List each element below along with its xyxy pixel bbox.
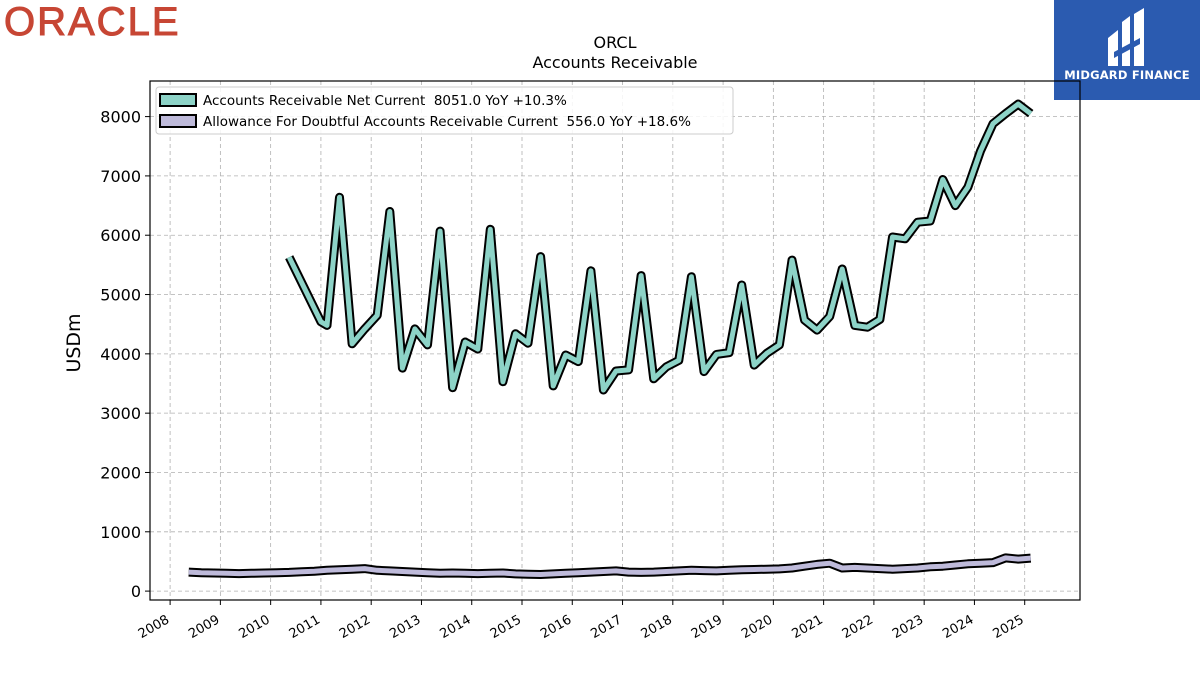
series-line-allowance bbox=[188, 555, 1031, 577]
y-tick-label: 1000 bbox=[100, 523, 141, 542]
x-tick-label: 2011 bbox=[287, 612, 323, 642]
grid bbox=[150, 81, 1080, 600]
x-tick-label: 2023 bbox=[890, 612, 926, 642]
midgard-finance-name: MIDGARD FINANCE bbox=[1064, 68, 1190, 82]
y-tick-label: 5000 bbox=[100, 286, 141, 305]
x-tick-label: 2009 bbox=[186, 612, 222, 642]
y-tick-label: 6000 bbox=[100, 226, 141, 245]
x-tick-label: 2025 bbox=[991, 612, 1027, 642]
midgard-mark-icon bbox=[1108, 8, 1144, 66]
x-tick-label: 2022 bbox=[840, 612, 876, 642]
x-tick-label: 2014 bbox=[438, 612, 474, 642]
chart-subtitle: Accounts Receivable bbox=[532, 53, 697, 72]
legend: Accounts Receivable Net Current 8051.0 Y… bbox=[155, 86, 734, 135]
x-tick-label: 2018 bbox=[639, 612, 675, 642]
x-tick-label: 2019 bbox=[689, 612, 725, 642]
oracle-logo: ORACLE bbox=[4, 0, 181, 44]
y-tick-label: 7000 bbox=[100, 167, 141, 186]
legend-label-allowance: Allowance For Doubtful Accounts Receivab… bbox=[203, 114, 691, 130]
y-tick-label: 2000 bbox=[100, 463, 141, 482]
series-line-receivable bbox=[286, 101, 1033, 393]
y-axis-label: USDm bbox=[63, 313, 85, 372]
x-tick-label: 2021 bbox=[789, 612, 825, 642]
legend-swatch-receivable bbox=[159, 93, 197, 107]
y-tick-label: 8000 bbox=[100, 108, 141, 127]
x-tick-label: 2020 bbox=[739, 612, 775, 642]
y-tick-label: 3000 bbox=[100, 404, 141, 423]
chart-title: ORCL bbox=[594, 33, 637, 52]
x-tick-label: 2016 bbox=[538, 612, 574, 642]
x-axis: 2008 2009 2010 2011 2012 2013 2014 2015 2016 2017… bbox=[136, 600, 1027, 642]
x-tick-label: 2024 bbox=[940, 612, 976, 642]
legend-swatch-allowance bbox=[159, 114, 197, 128]
legend-box bbox=[155, 86, 734, 135]
x-tick-label: 2008 bbox=[136, 612, 172, 642]
x-tick-label: 2012 bbox=[337, 612, 373, 642]
legend-label-receivable: Accounts Receivable Net Current 8051.0 Y… bbox=[203, 93, 567, 109]
x-tick-label: 2017 bbox=[588, 612, 624, 642]
midgard-finance-logo: MIDGARD FINANCE bbox=[1054, 0, 1200, 100]
series-layer bbox=[188, 99, 1034, 579]
y-tick-label: 0 bbox=[131, 582, 141, 601]
y-tick-label: 4000 bbox=[100, 345, 141, 364]
y-axis: 0 1000 2000 3000 4000 5000 6000 7000 8000 bbox=[100, 108, 150, 601]
plot-frame bbox=[149, 80, 1081, 601]
x-tick-label: 2010 bbox=[236, 612, 272, 642]
x-tick-label: 2013 bbox=[387, 612, 423, 642]
x-tick-label: 2015 bbox=[488, 612, 524, 642]
